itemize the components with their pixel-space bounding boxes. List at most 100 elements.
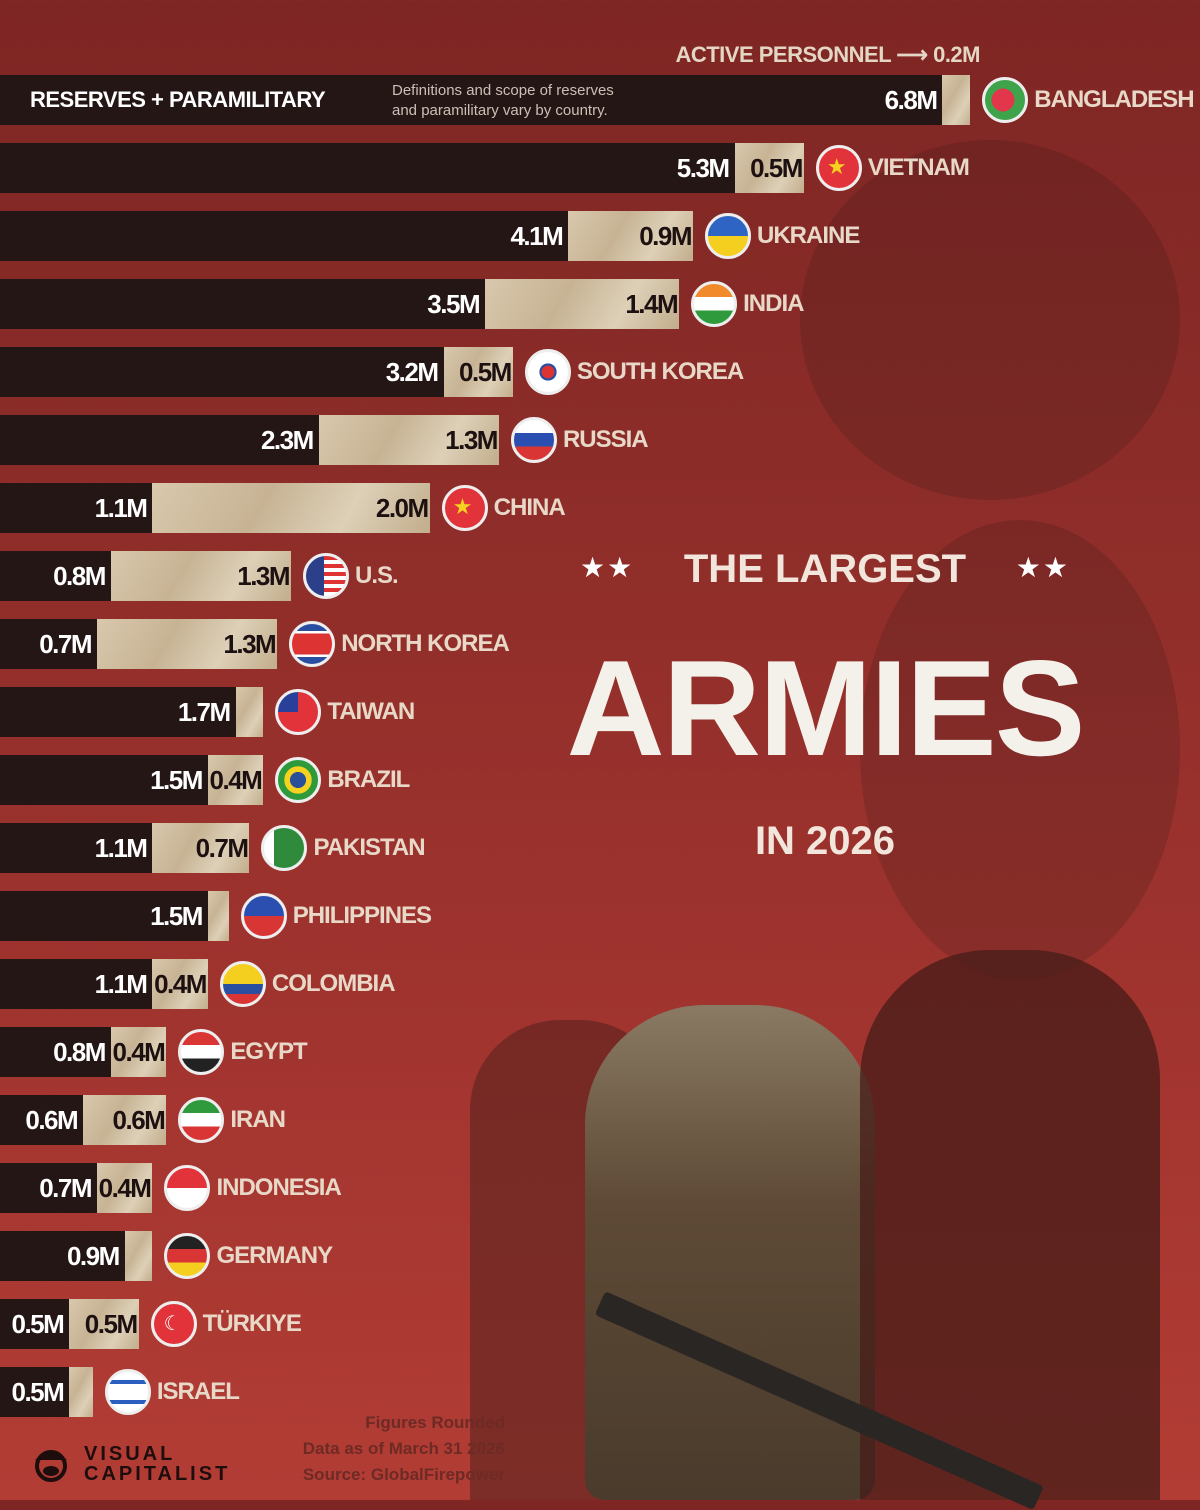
value-label-active: 0.4M xyxy=(98,1173,152,1203)
bar-row: 0.5M ISRAEL xyxy=(0,1367,1200,1417)
value-label-active: 2.0M xyxy=(375,493,429,523)
stars-right-icon: ★★ xyxy=(1015,552,1070,583)
value-label-reserves: 0.6M xyxy=(25,1105,78,1135)
bar-row: 0.7M 1.3M NORTH KOREA xyxy=(0,619,1200,669)
value-label-reserves: 3.2M xyxy=(385,357,439,387)
bar-reserves xyxy=(0,959,153,1009)
country-label: RUSSIA xyxy=(562,426,649,453)
country-label: VIETNAM xyxy=(867,154,970,181)
bar-active xyxy=(69,1299,139,1349)
value-label-reserves: 3.5M xyxy=(427,289,480,319)
bar-row: 2.3M 1.3M RUSSIA xyxy=(0,415,1200,465)
value-label-active: 0.5M xyxy=(84,1309,138,1339)
bar-active xyxy=(124,1231,153,1281)
bar-reserves xyxy=(0,1367,70,1417)
bar-reserves xyxy=(0,1095,84,1145)
bar-active xyxy=(97,1163,153,1213)
flag-germany-icon xyxy=(164,1233,211,1279)
flag-russia-icon xyxy=(510,417,557,463)
legend-active-personnel: ACTIVE PERSONNEL ⟶ 0.2M xyxy=(675,42,980,68)
value-label-active: 0.5M xyxy=(459,357,512,387)
bar-reserves xyxy=(0,1163,98,1213)
stars-left-icon: ★★ xyxy=(580,552,635,583)
brand-line-2: CAPITALIST xyxy=(84,1463,231,1485)
value-label-active: 1.4M xyxy=(625,289,678,319)
value-label-active: 0.9M xyxy=(639,221,692,251)
value-label-reserves: 6.8M xyxy=(884,85,938,115)
bar-reserves xyxy=(0,755,208,805)
bar-reserves xyxy=(0,211,569,261)
country-label: EGYPT xyxy=(230,1038,307,1065)
title-top: THE LARGEST xyxy=(683,547,967,591)
bar-active xyxy=(69,1367,93,1417)
value-label-reserves: 1.5M xyxy=(150,901,203,931)
arrow-right-icon: ⟶ xyxy=(896,42,928,67)
flag-us-icon xyxy=(303,553,350,599)
bar-active xyxy=(734,143,804,193)
flag-taiwan-icon xyxy=(275,689,322,735)
value-label-active: 0.4M xyxy=(154,969,207,999)
bar-reserves xyxy=(0,347,444,397)
bar-active xyxy=(152,823,250,873)
flag-brazil-icon xyxy=(275,757,322,803)
value-label-active: 1.3M xyxy=(223,629,276,659)
country-label: NORTH KOREA xyxy=(341,630,510,657)
bar-active xyxy=(942,75,971,125)
value-label-reserves: 0.8M xyxy=(53,1037,106,1067)
bar-row: 6.8M BANGLADESH xyxy=(0,75,1200,125)
bar-active xyxy=(152,483,430,533)
value-label-reserves: 5.3M xyxy=(676,153,730,183)
flag-egypt-icon xyxy=(178,1029,225,1075)
country-label: PAKISTAN xyxy=(313,834,425,861)
bar-active xyxy=(110,1027,167,1077)
value-label-reserves: 0.8M xyxy=(53,561,106,591)
value-label-reserves: 0.7M xyxy=(39,629,92,659)
legend-reserves-label: RESERVES + PARAMILITARY xyxy=(30,87,326,112)
value-label-reserves: 1.1M xyxy=(94,969,148,999)
bar-reserves xyxy=(0,551,111,601)
note-line-1: Definitions and scope of reserves xyxy=(392,82,614,99)
legend-active-label: ACTIVE PERSONNEL xyxy=(675,42,891,67)
value-label-active: 0.4M xyxy=(112,1037,166,1067)
value-label-active: 0.6M xyxy=(112,1105,166,1135)
value-label-active: 0.4M xyxy=(209,765,263,795)
footnotes: Figures Rounded Data as of March 31 2026… xyxy=(303,1410,505,1488)
bar-row: 0.8M 0.4M EGYPT xyxy=(0,1027,1200,1077)
flag-colombia-icon xyxy=(219,961,266,1007)
flag-vietnam-icon: ★ xyxy=(815,145,862,191)
country-label: TÜRKIYE xyxy=(202,1310,302,1337)
bar-active xyxy=(443,347,513,397)
country-label: IRAN xyxy=(230,1106,286,1133)
bar-row: 0.5M 0.5M ☾ TÜRKIYE xyxy=(0,1299,1200,1349)
country-label: ISRAEL xyxy=(156,1378,240,1405)
bar-active xyxy=(110,551,292,601)
country-label: COLOMBIA xyxy=(271,970,396,997)
value-label-reserves: 2.3M xyxy=(260,425,314,455)
bar-active xyxy=(152,959,208,1009)
bar-reserves xyxy=(0,279,486,329)
country-label: INDONESIA xyxy=(216,1174,341,1201)
flag-israel-icon xyxy=(104,1369,151,1415)
note-rounded: Figures Rounded xyxy=(365,1413,505,1432)
value-label-reserves: 0.5M xyxy=(11,1309,65,1339)
value-label-reserves: 0.9M xyxy=(66,1241,120,1271)
smoke-cloud xyxy=(800,140,1180,500)
flag-indonesia-icon xyxy=(164,1165,211,1211)
bar-row: 0.8M 1.3M U.S. xyxy=(0,551,1200,601)
value-label-active: 1.3M xyxy=(445,425,498,455)
bar-reserves xyxy=(0,1299,70,1349)
bar-row: 1.1M 0.7M PAKISTAN xyxy=(0,823,1200,873)
flag-pakistan-icon xyxy=(261,825,308,871)
bar-row: 1.1M 0.4M COLOMBIA xyxy=(0,959,1200,1009)
definitions-note: Definitions and scope of reserves and pa… xyxy=(392,81,614,121)
flag-iran-icon xyxy=(178,1097,225,1143)
bar-reserves xyxy=(0,1231,125,1281)
bar-reserves xyxy=(0,823,153,873)
flag-china-icon: ★ xyxy=(441,485,488,531)
value-label-reserves: 0.7M xyxy=(39,1173,92,1203)
bar-reserves xyxy=(0,619,98,669)
value-label-reserves: 1.1M xyxy=(94,493,148,523)
note-line-2: and paramilitary vary by country. xyxy=(392,102,608,119)
bar-row: 0.9M GERMANY xyxy=(0,1231,1200,1281)
value-label-reserves: 1.1M xyxy=(94,833,148,863)
